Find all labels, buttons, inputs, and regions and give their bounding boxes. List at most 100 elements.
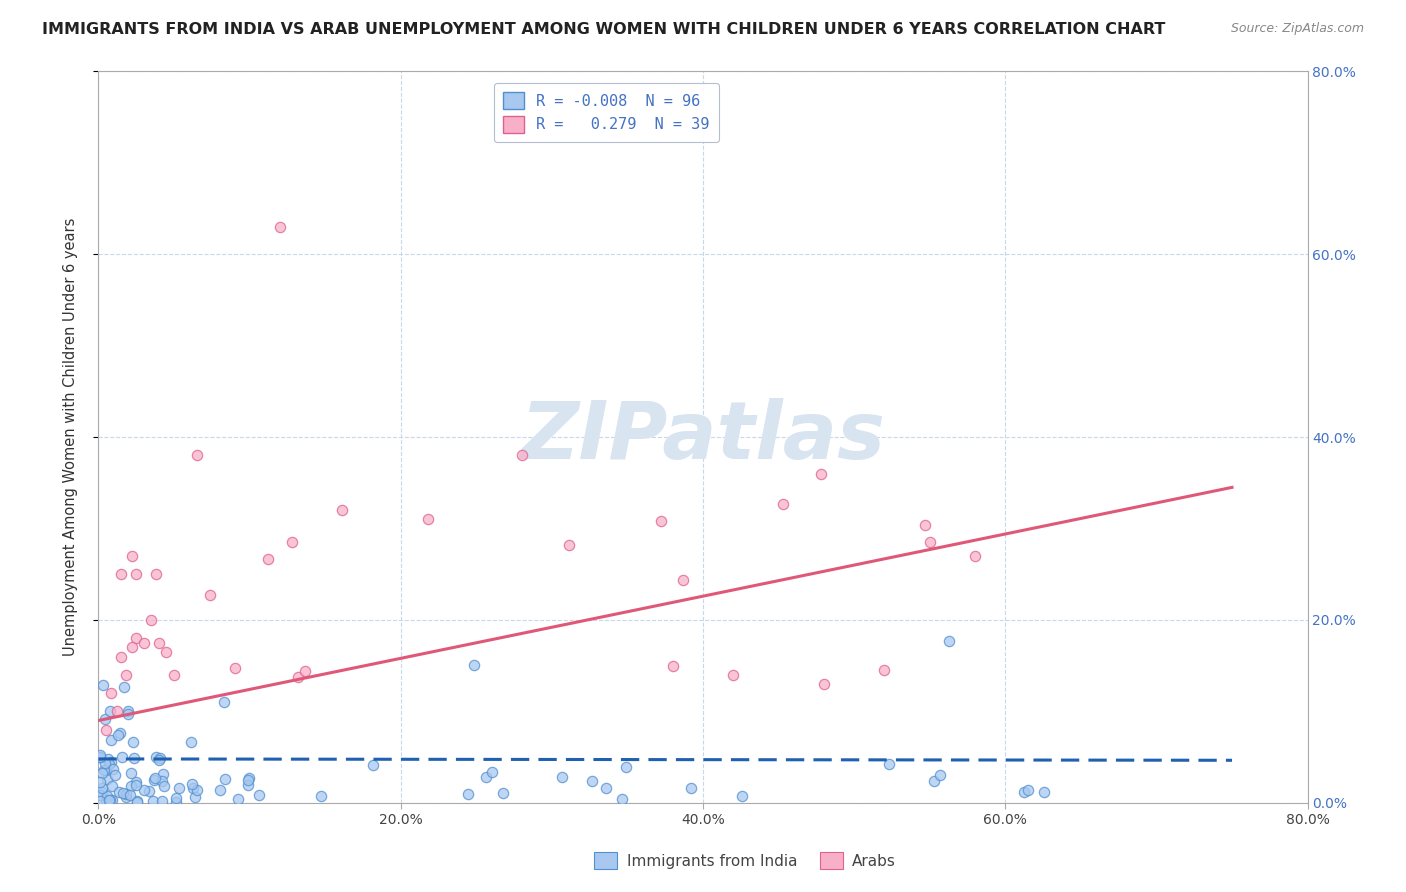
Point [125,778,148,792]
Point [94,756,117,770]
Point [132,636,155,650]
Point [938,634,960,648]
Point [121,640,143,655]
Point [914,518,936,533]
Point [280,534,302,549]
Point [257,552,280,566]
Point [186,783,208,797]
Point [929,767,952,781]
Point [610,791,633,805]
Point [114,667,136,681]
Point [361,758,384,772]
Point [457,788,479,802]
Point [96,772,118,787]
Point [125,775,148,789]
Point [94,723,117,737]
Point [1033,785,1056,799]
Point [671,573,693,587]
Point [90,766,112,780]
Point [1012,785,1035,799]
Point [117,706,139,721]
Point [1017,783,1039,797]
Point [107,728,129,742]
Point [89,789,111,803]
Point [98,793,121,807]
Point [132,783,155,797]
Point [165,795,187,809]
Point [551,770,574,784]
Point [110,649,132,664]
Text: ZIPatlas: ZIPatlas [520,398,886,476]
Point [238,772,260,786]
Point [558,538,581,552]
Point [141,613,163,627]
Point [581,774,603,789]
Point [121,549,143,563]
Point [463,657,485,672]
Y-axis label: Unemployment Among Women with Children Under 6 years: Unemployment Among Women with Children U… [63,218,77,657]
Point [96,789,118,803]
Point [100,793,122,807]
Point [418,512,440,526]
Point [148,753,170,767]
Point [100,686,122,700]
Legend: Immigrants from India, Arabs: Immigrants from India, Arabs [588,846,903,875]
Point [810,467,832,481]
Point [145,567,167,582]
Point [145,750,167,764]
Point [96,763,118,777]
Point [167,781,190,796]
Point [492,786,515,800]
Point [91,780,114,795]
Point [723,667,745,681]
Point [772,497,794,511]
Point [150,774,173,789]
Point [117,704,139,718]
Point [120,766,142,780]
Point [125,795,148,809]
Point [122,734,145,748]
Point [105,705,128,719]
Point [148,636,170,650]
Point [89,749,111,764]
Point [918,535,941,549]
Point [614,760,637,774]
Text: Source: ZipAtlas.com: Source: ZipAtlas.com [1230,22,1364,36]
Point [100,756,122,770]
Point [89,747,111,762]
Point [107,785,129,799]
Point [877,757,900,772]
Point [122,751,145,765]
Point [100,733,122,747]
Point [238,778,260,792]
Point [89,794,111,808]
Point [198,588,221,602]
Point [111,750,134,764]
Point [287,670,309,684]
Point [212,695,235,709]
Point [98,756,121,771]
Text: IMMIGRANTS FROM INDIA VS ARAB UNEMPLOYMENT AMONG WOMEN WITH CHILDREN UNDER 6 YEA: IMMIGRANTS FROM INDIA VS ARAB UNEMPLOYME… [42,22,1166,37]
Point [294,664,316,678]
Point [91,678,114,692]
Point [115,790,138,805]
Point [120,780,142,794]
Point [96,793,118,807]
Point [650,514,672,528]
Point [661,658,683,673]
Point [142,794,165,808]
Point [118,788,141,802]
Point [214,772,236,786]
Point [226,792,249,806]
Point [965,549,987,563]
Point [143,771,166,785]
Point [731,789,754,803]
Point [269,219,291,234]
Point [112,786,135,800]
Point [873,663,896,677]
Point [100,779,122,793]
Point [94,712,117,726]
Legend: R = -0.008  N = 96, R =   0.279  N = 39: R = -0.008 N = 96, R = 0.279 N = 39 [494,83,718,143]
Point [813,677,835,691]
Point [143,772,166,787]
